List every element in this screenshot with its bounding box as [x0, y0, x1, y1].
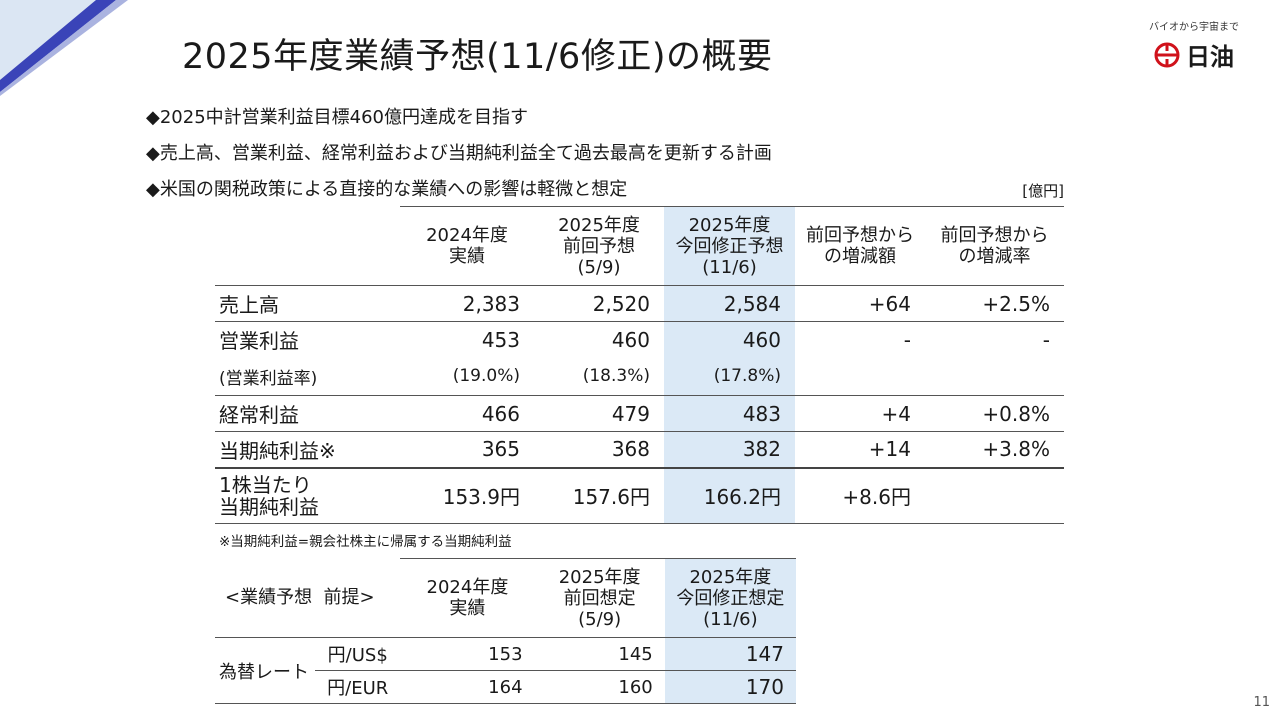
table-row: (営業利益率) (19.0%) (18.3%) (17.8%) — [215, 357, 1064, 396]
header-cell: 2025年度 前回想定 (5/9) — [534, 558, 665, 638]
footnote: ※当期純利益=親会社株主に帰属する当期純利益 — [219, 534, 512, 550]
logo-tagline: バイオから宇宙まで — [1149, 22, 1239, 33]
header-cell: 2025年度 今回修正予想 (11/6) — [664, 206, 795, 286]
table-cell: 483 — [664, 395, 795, 432]
header-cell: 前回予想から の増減率 — [925, 206, 1064, 286]
table-header-row: 2024年度 実績 2025年度 前回予想 (5/9) 2025年度 今回修正予… — [215, 206, 1064, 286]
table-row: 為替レート 円/US$ 153 145 147 — [215, 637, 796, 704]
table-cell: 460 — [534, 321, 664, 358]
table-row: 売上高 2,383 2,520 2,584 +64 +2.5% — [215, 285, 1064, 322]
table-cell: 453 — [400, 321, 534, 358]
table-row: 当期純利益※ 365 368 382 +14 +3.8% — [215, 431, 1064, 468]
table-cell: 164 — [400, 670, 535, 704]
table-cell: 382 — [664, 431, 795, 468]
header-cell: 2025年度 今回修正想定 (11/6) — [664, 558, 796, 638]
table-row: 営業利益 453 460 460 - - — [215, 321, 1064, 358]
page-number: 11 — [1253, 695, 1270, 710]
fx-assumption-table: <業績予想 前提> 2024年度 実績 2025年度 前回想定 (5/9) 20… — [215, 558, 796, 704]
logo-mark-icon — [1154, 42, 1180, 67]
table-cell: (19.0%) — [452, 366, 520, 387]
unit-label: [億円] — [1022, 182, 1064, 200]
table-cell: (18.3%) — [582, 366, 650, 387]
table-cell: 153 — [488, 643, 523, 665]
table-cell: - — [925, 321, 1064, 358]
table-cell: 145 — [618, 643, 653, 665]
table-cell: 466 — [400, 395, 534, 432]
table-row: 円/EUR 164 160 170 — [215, 670, 796, 704]
row-group-label: 為替レート — [215, 637, 316, 704]
table-cell: 460 — [664, 321, 795, 358]
fx-header-row: <業績予想 前提> 2024年度 実績 2025年度 前回想定 (5/9) 20… — [215, 558, 796, 638]
table-cell: 368 — [534, 431, 664, 468]
table-cell: 166.2円 — [664, 466, 795, 524]
table-cell — [925, 466, 1064, 524]
currency-pair-label: 円/US$ — [327, 645, 388, 666]
table-cell: +0.8% — [925, 395, 1064, 432]
table-cell: +14 — [795, 431, 925, 468]
table-cell: 160 — [534, 670, 665, 704]
row-label: (営業利益率) — [219, 368, 318, 389]
slide-title: 2025年度業績予想(11/6修正)の概要 — [182, 37, 773, 77]
header-cell: 2024年度 実績 — [400, 206, 534, 286]
bullet-item: ◆米国の関税政策による直接的な業績への影響は軽微と想定 — [146, 179, 628, 200]
table-cell: 2,520 — [592, 291, 650, 316]
table-cell: +2.5% — [982, 291, 1050, 316]
currency-pair-label: 円/EUR — [315, 670, 401, 704]
table-cell — [795, 358, 925, 396]
header-cell — [215, 206, 400, 286]
bullet-item: ◆2025中計営業利益目標460億円達成を目指す — [146, 107, 529, 128]
table-cell: +64 — [868, 291, 911, 316]
table-cell: +8.6円 — [795, 466, 925, 524]
table-cell: +4 — [795, 395, 925, 432]
header-cell: 2025年度 前回予想 (5/9) — [534, 206, 664, 286]
row-label: 営業利益 — [215, 321, 400, 358]
table-row: 1株当たり 当期純利益 153.9円 157.6円 166.2円 +8.6円 — [215, 466, 1064, 524]
table-cell: - — [795, 321, 925, 358]
header-cell: 2024年度 実績 — [400, 558, 535, 638]
header-cell: 前回予想から の増減額 — [795, 206, 925, 286]
row-label: 経常利益 — [215, 395, 400, 432]
table-cell: 2,584 — [664, 285, 795, 322]
corner-decoration — [0, 0, 128, 96]
table-cell: 147 — [664, 637, 796, 671]
table-row: 経常利益 466 479 483 +4 +0.8% — [215, 395, 1064, 432]
table-cell: 365 — [400, 431, 534, 468]
table-cell: 153.9円 — [400, 466, 534, 524]
table-cell: +3.8% — [925, 431, 1064, 468]
row-label: 1株当たり 当期純利益 — [215, 466, 400, 524]
table-cell: 2,383 — [462, 291, 520, 316]
table-cell: 479 — [534, 395, 664, 432]
bullet-item: ◆売上高、営業利益、経常利益および当期純利益全て過去最高を更新する計画 — [146, 143, 772, 164]
row-label: 当期純利益※ — [215, 431, 400, 468]
table-cell: 157.6円 — [534, 466, 664, 524]
table-cell: (17.8%) — [664, 357, 795, 396]
row-label: 売上高 — [219, 293, 279, 317]
fx-header-label: <業績予想 前提> — [215, 558, 401, 638]
table-cell: 170 — [664, 670, 796, 704]
table-cell — [925, 358, 1064, 396]
bullet-list: ◆2025中計営業利益目標460億円達成を目指す ◆売上高、営業利益、経常利益お… — [146, 100, 772, 208]
earnings-forecast-table: 2024年度 実績 2025年度 前回予想 (5/9) 2025年度 今回修正予… — [215, 206, 1064, 524]
company-logo: バイオから宇宙まで 日油 — [1144, 18, 1244, 72]
logo-name: 日油 — [1186, 43, 1234, 71]
